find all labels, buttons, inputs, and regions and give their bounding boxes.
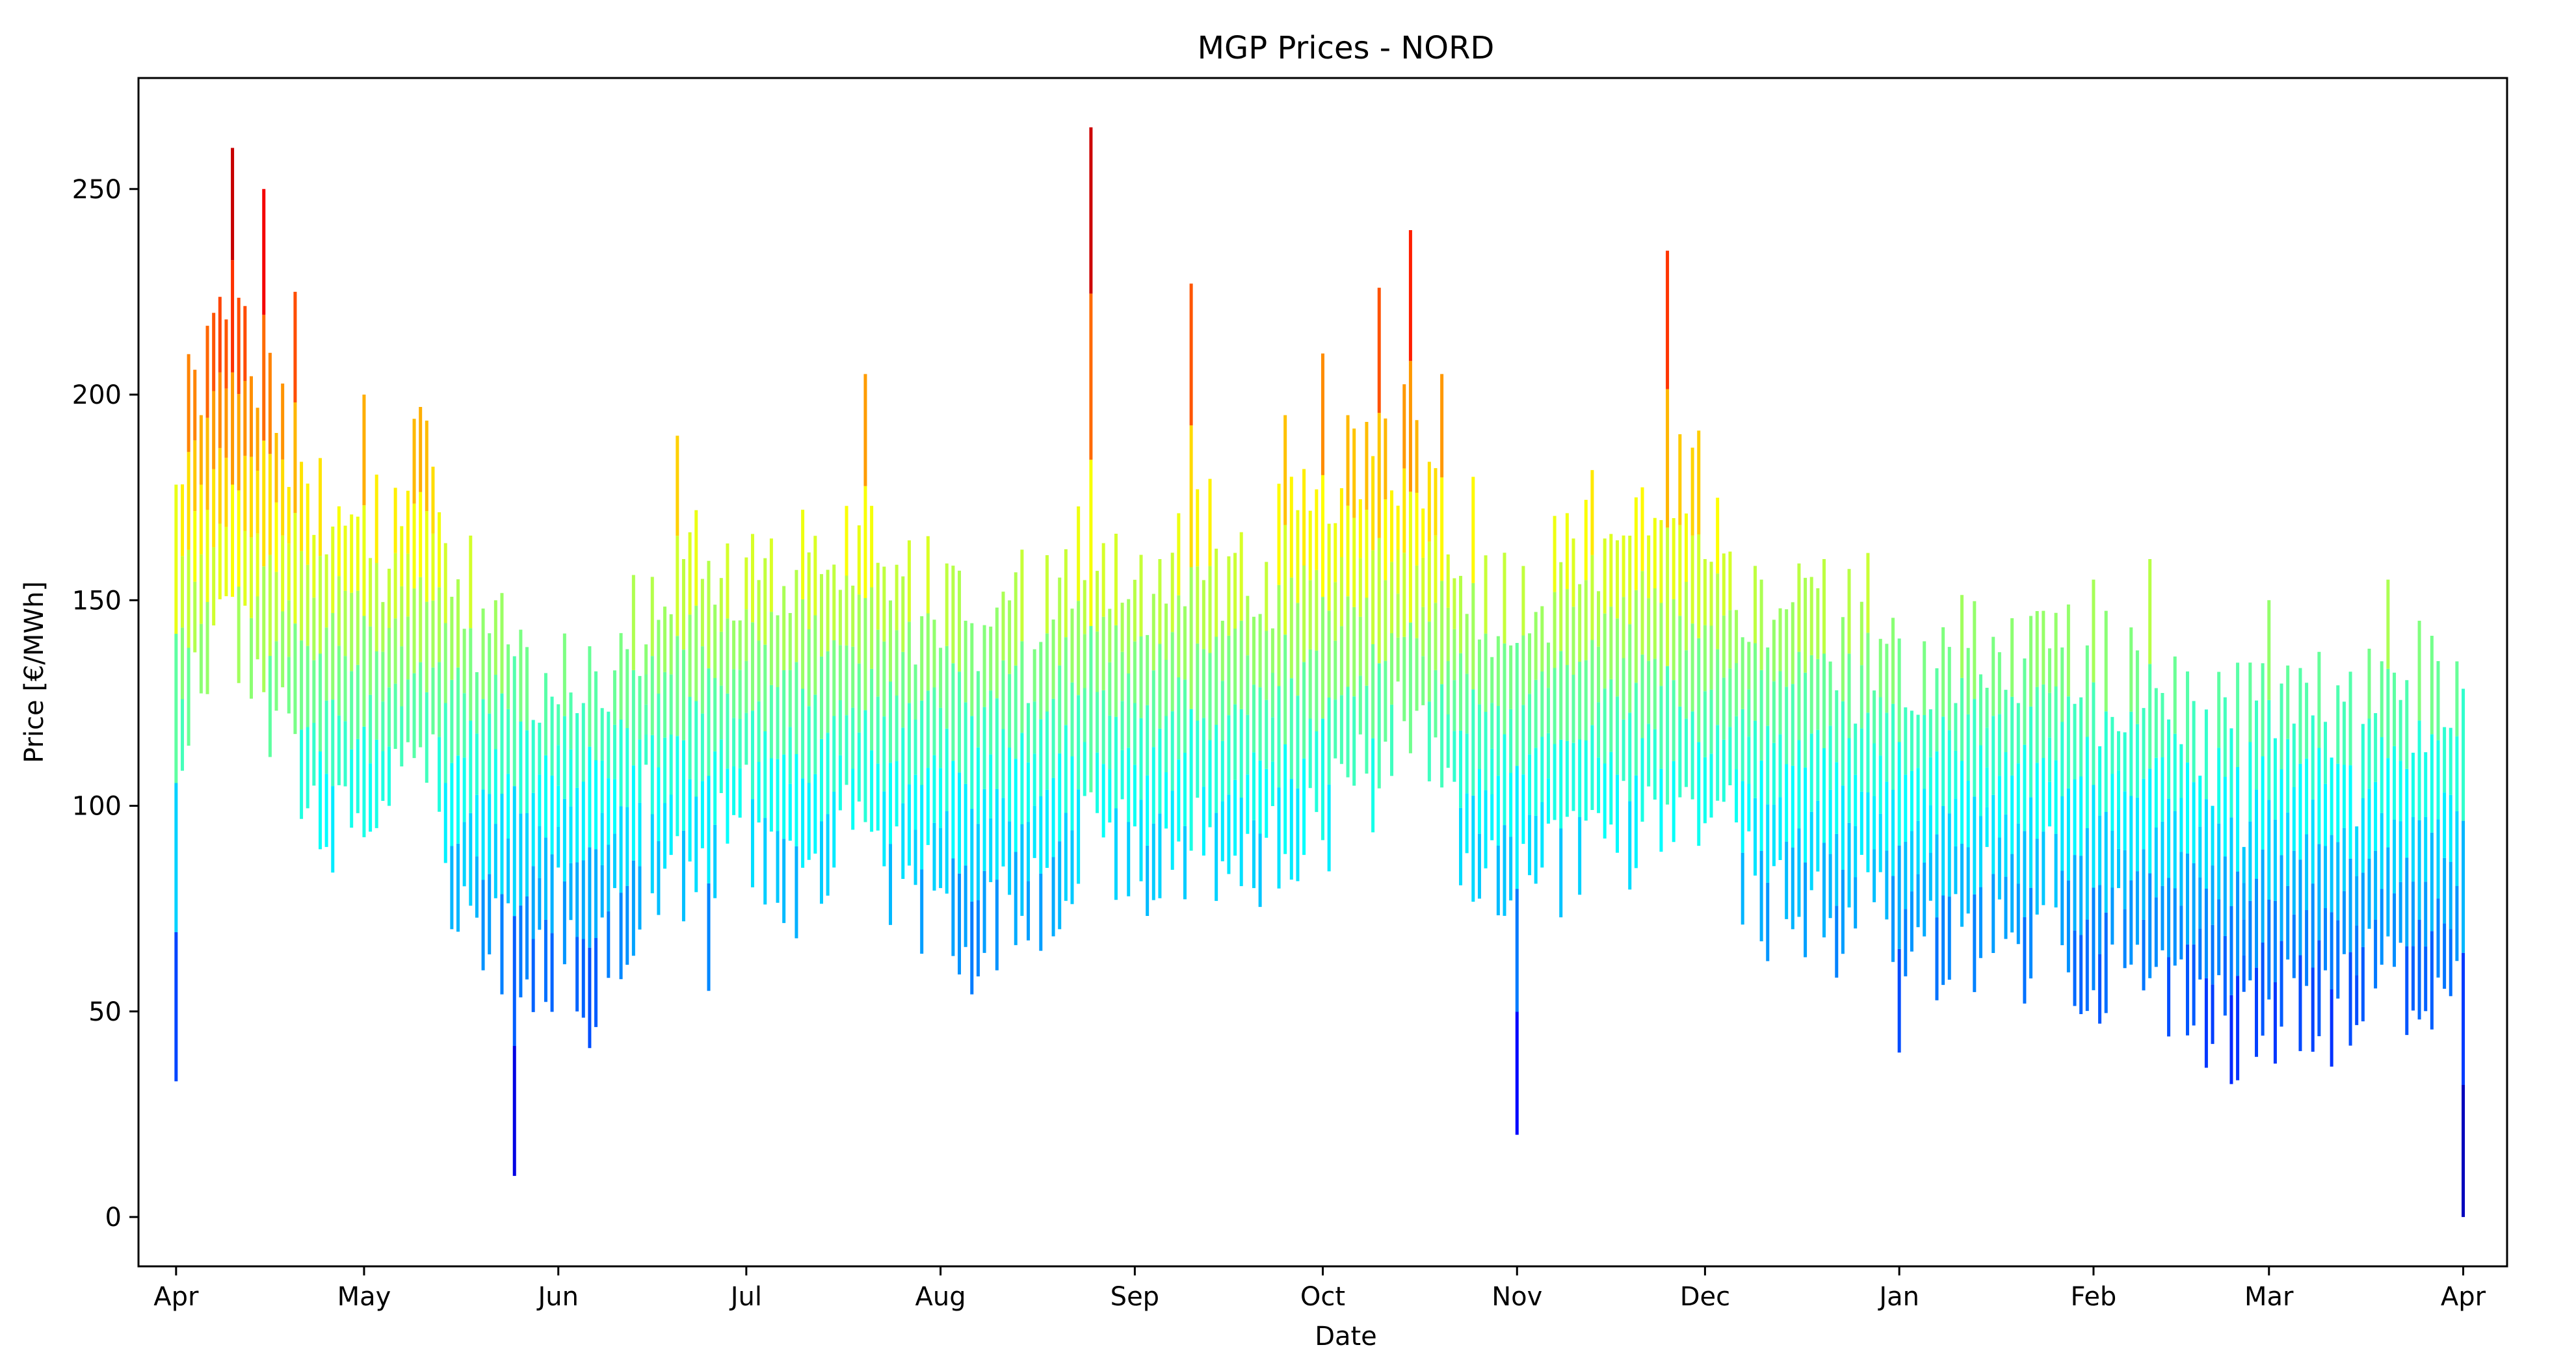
x-axis-label: Date [1315,1322,1377,1351]
x-tick-label: Apr [2441,1282,2486,1312]
x-tick-label: Apr [153,1282,199,1312]
x-tick-label: Nov [1492,1282,1542,1312]
y-tick-label: 250 [72,175,122,205]
x-tick-label: Sep [1111,1282,1159,1312]
x-axis: Apr May Jun Jul Aug Sep Oct Nov Dec Jan Feb Mar Apr [153,1266,2486,1312]
x-tick-label: Aug [915,1282,966,1312]
x-tick-label: Mar [2244,1282,2294,1312]
y-tick-label: 150 [72,586,122,616]
y-tick-label: 0 [105,1203,122,1233]
chart-title: MGP Prices - NORD [1198,30,1495,66]
y-tick-label: 50 [88,997,122,1027]
x-tick-label: Oct [1300,1282,1345,1312]
y-tick-label: 200 [72,380,122,410]
y-tick-label: 100 [72,792,122,822]
y-axis: 0 50 100 150 200 250 [72,175,138,1233]
x-tick-label: Feb [2071,1282,2117,1312]
x-tick-label: Dec [1680,1282,1730,1312]
x-tick-label: May [337,1282,391,1312]
x-tick-label: Jul [729,1282,762,1312]
y-axis-label: Price [€/MWh] [20,581,49,763]
price-bars [174,127,2465,1218]
x-tick-label: Jan [1877,1282,1919,1312]
x-tick-label: Jun [536,1282,579,1312]
